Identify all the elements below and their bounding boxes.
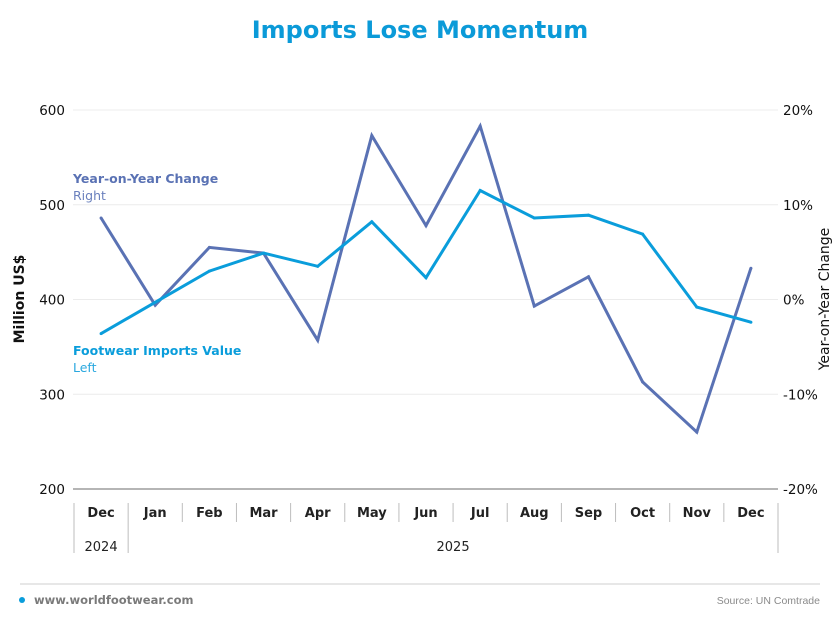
series-lines [99,122,753,435]
y-tick-right-label: 0% [783,293,805,309]
x-tick-label: Jan [143,506,167,521]
x-year-label: 2025 [437,540,470,555]
data-point-imports [370,220,374,224]
y-tick-right-label: 10% [783,198,813,214]
x-tick-label: Aug [520,506,549,521]
y-tick-left-label: 300 [39,387,65,403]
legend-yoy-axis-note: Right [73,188,106,203]
y-tick-right-label: 20% [783,103,813,119]
data-point-yoy [532,304,536,308]
legend-yoy: Year-on-Year Change Right [72,171,218,203]
x-tick-label: Jun [413,506,437,521]
footer-source: Source: UN Comtrade [717,595,820,607]
x-tick-label: Dec [737,506,764,521]
legend-yoy-label: Year-on-Year Change [72,171,218,186]
y-tick-left-label: 400 [39,293,65,309]
data-point-imports [99,332,103,336]
legend-imports-label: Footwear Imports Value [73,343,241,358]
y-axis-right-title: Year-on-Year Change [817,228,833,372]
x-tick-label: Nov [683,506,712,521]
chart-title: Imports Lose Momentum [252,16,589,44]
data-point-imports [586,213,590,217]
data-point-imports [424,276,428,280]
y-tick-left-label: 200 [39,482,65,498]
data-point-yoy [207,245,211,249]
data-point-imports [749,320,753,324]
y-tick-right-label: -10% [783,387,818,403]
data-point-yoy [99,216,103,220]
y-tick-right-label: -20% [783,482,818,498]
data-point-yoy [749,266,753,270]
data-point-yoy [316,338,320,342]
y-axis-left-title: Million US$ [12,255,28,344]
x-tick-label: Feb [196,506,222,521]
gridlines [73,109,778,490]
data-point-yoy [586,275,590,279]
y-tick-left-label: 500 [39,198,65,214]
x-tick-label: Mar [249,506,278,521]
data-point-yoy [641,380,645,384]
data-point-yoy [478,124,482,128]
legend-imports-axis-note: Left [73,360,97,375]
y-tick-left-label: 600 [39,103,65,119]
footer-dot-icon [19,597,25,603]
data-point-imports [316,264,320,268]
data-point-imports [695,305,699,309]
data-point-imports [262,251,266,255]
data-point-yoy [695,430,699,434]
data-point-imports [532,216,536,220]
y-axis-left: 600 500 400 300 200 [39,103,65,498]
x-tick-label: May [357,506,387,521]
x-tick-label: Dec [87,506,114,521]
x-year-label: 2024 [85,540,118,555]
x-tick-label: Apr [305,506,331,521]
data-point-imports [478,189,482,193]
legend-imports: Footwear Imports Value Left [73,343,241,375]
data-point-yoy [424,224,428,228]
data-point-imports [153,300,157,304]
x-tick-label: Jul [470,506,490,521]
data-point-imports [641,232,645,236]
series-line-imports [100,188,752,335]
x-tick-label: Sep [575,506,603,521]
x-tick-label: Oct [630,506,655,521]
data-point-yoy [370,134,374,138]
footer-website-link[interactable]: www.worldfootwear.com [34,593,193,607]
x-axis: Dec Jan Feb Mar Apr May Jun Jul Aug Sep Oct Nov Dec 2… [73,503,779,555]
data-point-imports [207,269,211,273]
y-axis-right: 20% 10% 0% -10% -20% [783,103,818,498]
